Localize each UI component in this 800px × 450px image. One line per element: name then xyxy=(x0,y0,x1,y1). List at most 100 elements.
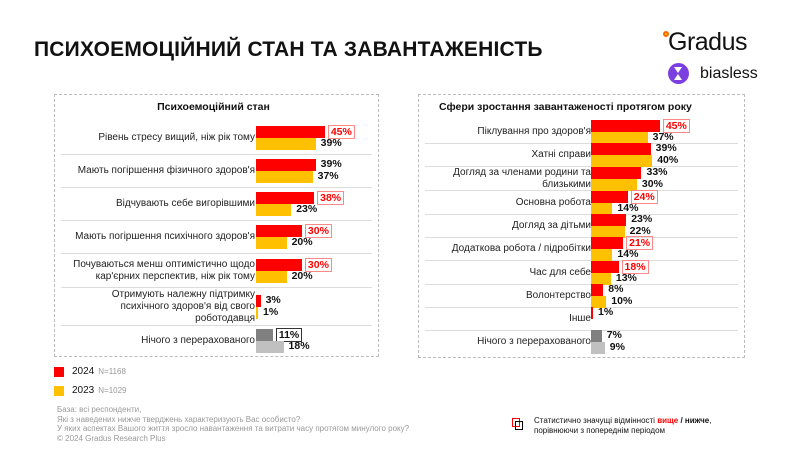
panel-psychoemotional: Психоемоційний стан Рівень стресу вищий,… xyxy=(54,94,379,357)
bar-2024 xyxy=(591,260,619,273)
bar-group: 21% 14% xyxy=(591,236,654,261)
bar-2024 xyxy=(591,214,627,226)
note-down: нижче xyxy=(684,416,710,425)
row-label: Піклування про здоров'я xyxy=(477,125,591,137)
data-label: 21% xyxy=(626,236,654,250)
data-label: 39% xyxy=(320,158,342,170)
data-label: 30% xyxy=(304,224,332,238)
note-up: вище xyxy=(657,416,679,425)
bar-2024 xyxy=(591,166,642,179)
data-label: 30% xyxy=(641,177,663,190)
legend-label: 2024 xyxy=(72,366,95,377)
logo-dot-icon xyxy=(663,31,669,37)
bar-group: 18% 13% xyxy=(591,259,649,285)
row-label: Мають погіршення фізичного здоров'я xyxy=(77,165,255,176)
legend-swatch xyxy=(54,385,64,396)
bar-2023 xyxy=(256,341,284,353)
bar-2023 xyxy=(256,237,287,249)
data-label: 1% xyxy=(263,305,279,318)
note-text: порівнюючи з попереднім періодом xyxy=(534,426,666,435)
row-label: Волонтерство xyxy=(526,290,591,301)
chart-row: Догляд за дітьми 23% 22% xyxy=(425,213,738,238)
row-label: Нічого з перерахованого xyxy=(477,336,591,347)
data-label: 22% xyxy=(629,225,651,237)
bar-2023 xyxy=(256,138,316,150)
data-label: 8% xyxy=(608,283,624,295)
bar-2023-row: 20% xyxy=(256,236,313,249)
bar-2023 xyxy=(591,249,613,261)
data-label: 39% xyxy=(655,142,677,154)
bar-2024 xyxy=(256,159,316,171)
data-label: 23% xyxy=(631,213,653,225)
bar-2023-row: 13% xyxy=(591,272,637,285)
hourglass-icon xyxy=(668,63,689,84)
chart-row: Основна робота 24% 14% xyxy=(425,189,738,215)
data-label: 11% xyxy=(275,328,303,342)
row-label: Мають погіршення психічного здоров'я xyxy=(75,231,255,242)
bar-2024-row: 33% xyxy=(591,166,668,179)
chart-row: Отримують належну підтримку психічного з… xyxy=(61,288,372,326)
row-label: Відчувають себе вигорівшими xyxy=(115,198,255,209)
row-label: Отримують належну підтримку психічного з… xyxy=(111,288,255,324)
chart-row: Мають погіршення психічного здоров'я 30% 2… xyxy=(61,221,372,254)
chart-row: Піклування про здоров'я 45% 37% xyxy=(425,118,738,144)
data-label: 1% xyxy=(598,306,614,318)
bar-2023 xyxy=(591,178,637,191)
bar-2023 xyxy=(591,131,648,144)
data-label: 23% xyxy=(296,203,318,215)
chart-row: Додаткова робота / підробітки 21% 14% xyxy=(425,236,738,261)
bar-group: 7% 9% xyxy=(591,329,625,354)
chart-row: Рівень стресу вищий, ніж рік тому 45% 39% xyxy=(61,122,372,155)
legend-label: 2023 xyxy=(72,385,95,396)
bar-2023-row: 18% xyxy=(256,340,310,353)
bar-2024-row: 21% xyxy=(591,236,654,250)
base-line: У яких аспектах Вашого життя зросло нава… xyxy=(57,424,410,433)
bar-2024-row: 24% xyxy=(591,189,658,204)
bar-2024 xyxy=(591,284,604,296)
data-label: 10% xyxy=(611,295,633,307)
base-line: База: всі респонденти, xyxy=(57,405,142,414)
legend-item-2024: 2024 N=1168 xyxy=(54,362,127,381)
data-label: 33% xyxy=(646,165,668,178)
chart-row: Волонтерство 8% 10% xyxy=(425,283,738,308)
bar-2023 xyxy=(256,306,258,319)
bar-2024 xyxy=(591,237,624,249)
base-line: Які з наведених нижче тверджень характер… xyxy=(57,414,301,424)
chart-row: Інше 1% xyxy=(425,306,738,331)
note-suffix: , xyxy=(709,416,712,425)
row-label: Додаткова робота / підробітки xyxy=(451,243,591,254)
legend-n: N=1168 xyxy=(98,367,126,376)
bar-2024-row: 23% xyxy=(591,213,652,226)
data-label: 20% xyxy=(291,236,313,248)
logo-gradus: Gradus xyxy=(668,28,747,56)
data-label: 18% xyxy=(621,259,649,274)
bar-2023-row: 1% xyxy=(256,306,278,319)
bar-2024 xyxy=(256,258,302,271)
bar-group: 33% 30% xyxy=(591,166,668,191)
data-label: 45% xyxy=(327,125,355,139)
bar-2023-row: 37% xyxy=(256,170,339,183)
bar-2024 xyxy=(256,192,315,204)
bar-2024-row: 45% xyxy=(591,118,690,133)
data-label: 7% xyxy=(606,329,622,341)
chart-row: Нічого з перерахованого 11% 18% xyxy=(61,326,372,356)
data-label: 14% xyxy=(617,201,639,214)
bar-2023-row: 37% xyxy=(591,131,674,144)
logo: Gradus biasless xyxy=(662,28,782,90)
row-label: Почуваються менш оптимістично щодо кар'є… xyxy=(73,258,255,282)
logo-biasless: biasless xyxy=(700,65,758,82)
row-label: Основна робота xyxy=(515,196,591,208)
panel-workload: Сфери зростання завантаженості протягом … xyxy=(418,94,745,358)
bar-2023-row: 20% xyxy=(256,270,313,283)
note-sep: / xyxy=(678,416,685,425)
row-label: Догляд за членами родини та близькими xyxy=(453,166,591,190)
chart-row: Мають погіршення фізичного здоров'я 39% 37… xyxy=(61,155,372,188)
bar-2023-row: 14% xyxy=(591,202,638,215)
bar-2024-row: 11% xyxy=(256,328,303,342)
bar-2024-row: 18% xyxy=(591,259,649,274)
chart-row: Догляд за членами родини та близькими 33%… xyxy=(425,166,738,191)
note-text: Статистично значущі відмінності xyxy=(534,416,658,425)
data-label: 38% xyxy=(317,191,345,205)
bar-2023-row: 10% xyxy=(591,295,632,308)
bar-group: 30% 20% xyxy=(256,224,332,249)
